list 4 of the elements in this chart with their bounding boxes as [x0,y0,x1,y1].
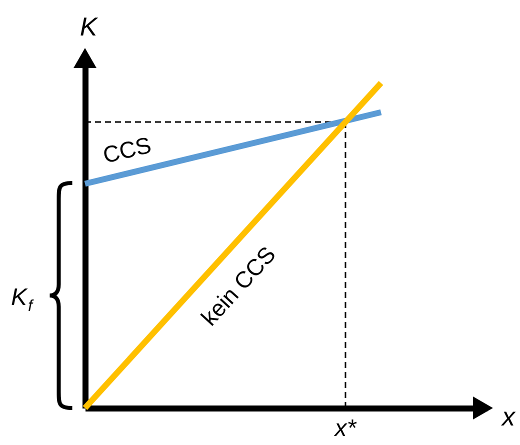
ref-line-label: x* [334,415,357,442]
x-axis-title: x [500,402,516,432]
y-axis-title: K [80,12,99,42]
text: CCS [100,132,154,168]
